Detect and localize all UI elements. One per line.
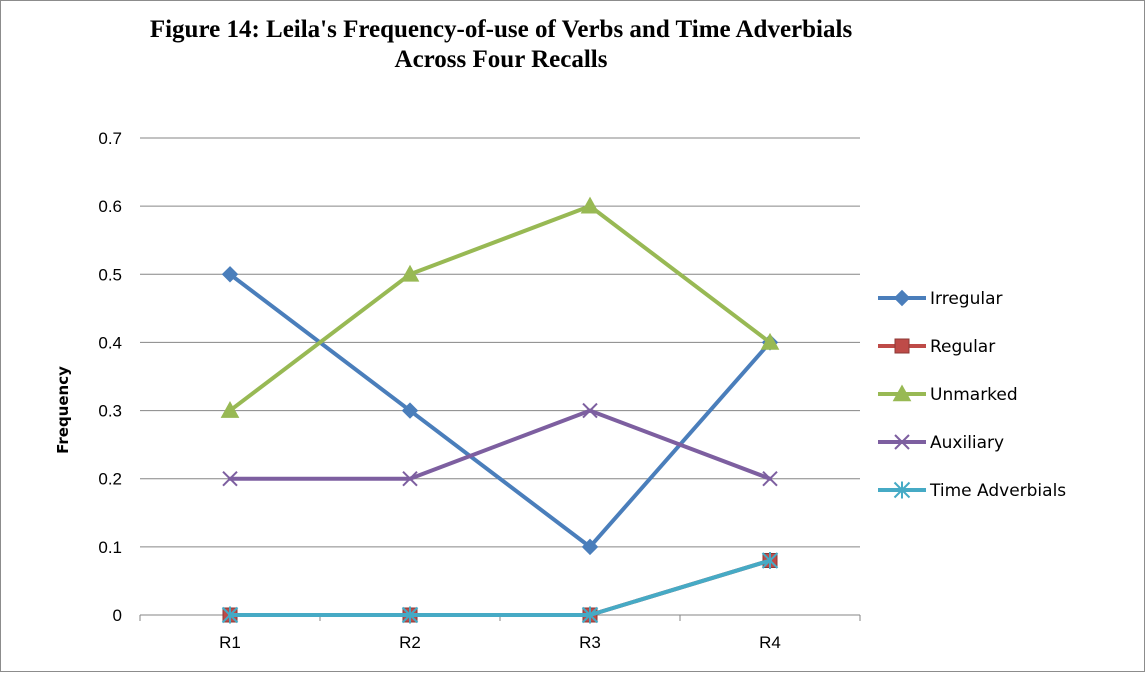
data-point <box>402 471 418 487</box>
data-point <box>400 264 420 282</box>
y-tick-label: 0.5 <box>98 265 122 284</box>
x-tick-label: R2 <box>399 633 421 652</box>
series-unmarked <box>220 196 780 418</box>
series-line <box>228 558 772 617</box>
legend: Irregular Regular Unmarked Auxiliary Time Ad… <box>878 289 1066 501</box>
data-point <box>221 606 239 624</box>
legend-item: Regular <box>878 337 995 357</box>
data-point <box>760 332 780 350</box>
data-point <box>582 402 598 419</box>
x-tick-label: R4 <box>759 633 781 652</box>
legend-item: Auxiliary <box>878 433 1004 453</box>
series-regular <box>222 552 778 623</box>
x-tick-label: R3 <box>579 633 601 652</box>
data-point <box>401 606 419 624</box>
y-tick-label: 0.4 <box>98 333 122 352</box>
series-line <box>228 408 772 481</box>
series-time-adverbials <box>221 551 779 624</box>
x-tick-label: R1 <box>219 633 241 652</box>
legend-item: Unmarked <box>878 384 1018 405</box>
axes: 0 0.1 0.2 0.3 0.4 0.5 0.6 0.7 R1 R2 R3 R4 <box>98 129 861 652</box>
legend-label: Auxiliary <box>930 433 1004 453</box>
legend-label: Time Adverbials <box>929 481 1066 501</box>
legend-marker <box>893 289 911 307</box>
gridlines <box>140 137 860 548</box>
chart-title-line-1: Figure 14: Leila's Frequency-of-use of V… <box>149 16 853 43</box>
legend-marker <box>894 338 910 354</box>
series-lines <box>220 196 780 624</box>
legend-item: Time Adverbials <box>878 481 1066 501</box>
chart-title-line-2: Across Four Recalls <box>394 46 608 73</box>
legend-marker <box>893 481 911 499</box>
y-axis-label: Frequency <box>54 366 72 454</box>
y-tick-label: 0.6 <box>98 197 122 216</box>
y-tick-label: 0.2 <box>98 470 122 489</box>
legend-label: Unmarked <box>930 385 1018 405</box>
chart-title: Figure 14: Leila's Frequency-of-use of V… <box>1 15 1001 75</box>
legend-marker <box>892 384 912 402</box>
legend-marker <box>894 434 910 450</box>
series-line <box>228 204 772 413</box>
y-tick-label: 0.1 <box>98 538 122 557</box>
data-point <box>761 551 779 569</box>
data-point <box>401 402 419 419</box>
y-tick-label: 0.3 <box>98 402 122 421</box>
data-point <box>221 266 239 283</box>
legend-item: Irregular <box>878 289 1002 309</box>
series-line <box>228 558 772 617</box>
y-tick-label: 0.7 <box>98 129 122 148</box>
legend-label: Irregular <box>930 289 1002 309</box>
data-point <box>220 401 240 418</box>
data-point <box>581 538 599 556</box>
data-point <box>581 606 599 624</box>
data-point <box>580 196 600 214</box>
data-point <box>222 471 238 487</box>
y-tick-label: 0 <box>113 606 122 625</box>
series-auxiliary <box>222 402 778 487</box>
legend-label: Regular <box>930 337 995 357</box>
data-point <box>762 471 778 487</box>
